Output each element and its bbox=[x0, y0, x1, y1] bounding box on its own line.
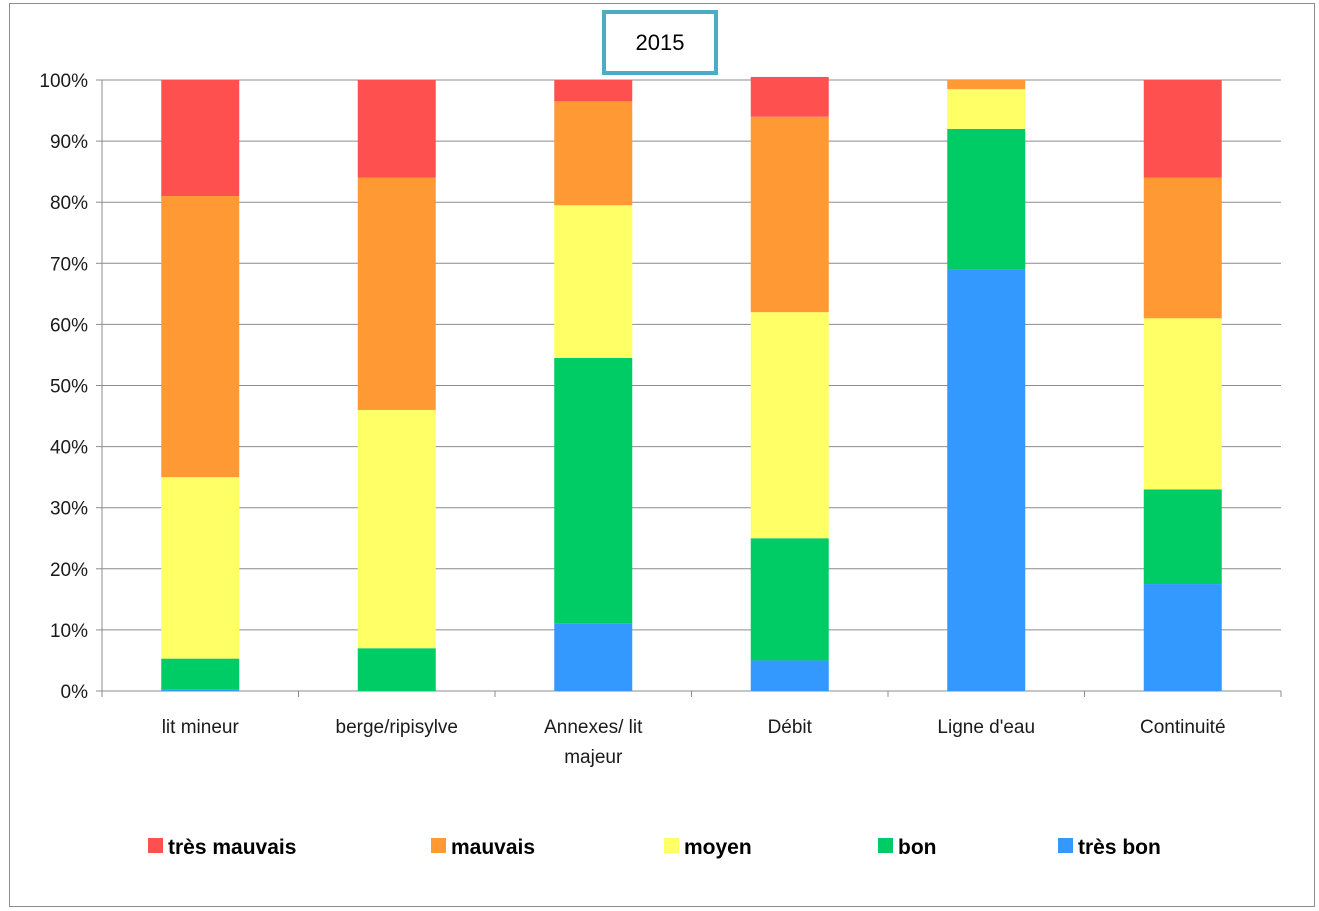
bar-segment bbox=[357, 80, 436, 178]
bar-segment bbox=[357, 177, 436, 410]
x-tick-label: lit mineur bbox=[162, 717, 240, 738]
bar-segment bbox=[750, 538, 829, 661]
bar-segment bbox=[161, 689, 240, 691]
bar-segment bbox=[947, 128, 1026, 270]
bar-segment bbox=[357, 409, 436, 649]
y-tick-label: 10% bbox=[50, 621, 88, 642]
bar-segment bbox=[161, 80, 240, 197]
legend-swatch bbox=[664, 838, 679, 853]
x-tick-label: Ligne d'eau bbox=[937, 717, 1035, 738]
bar-segment bbox=[554, 80, 633, 102]
y-tick-label: 80% bbox=[50, 193, 88, 214]
y-tick-label: 60% bbox=[50, 315, 88, 336]
bar-segment bbox=[750, 116, 829, 313]
bar-segment bbox=[357, 648, 436, 691]
bar-segment bbox=[750, 76, 829, 117]
legend-swatch bbox=[1058, 838, 1073, 853]
bar-segment bbox=[947, 89, 1026, 129]
bar-segment bbox=[947, 80, 1026, 90]
y-tick-label: 30% bbox=[50, 499, 88, 520]
y-tick-label: 20% bbox=[50, 560, 88, 581]
bar-segment bbox=[750, 660, 829, 691]
legend-label: très bon bbox=[1078, 836, 1161, 859]
bar-segment bbox=[1143, 318, 1222, 490]
bar-segment bbox=[161, 658, 240, 690]
y-tick-label: 50% bbox=[50, 377, 88, 398]
bar-segment bbox=[750, 312, 829, 539]
chart-title-box bbox=[602, 10, 718, 75]
bar-segment bbox=[947, 269, 1026, 691]
x-tick-label: Continuité bbox=[1140, 717, 1226, 738]
chart-title: 2015 bbox=[636, 30, 685, 55]
bar-segment bbox=[1143, 177, 1222, 319]
x-tick-label: Annexes/ lit bbox=[544, 717, 643, 738]
legend-swatch bbox=[878, 838, 893, 853]
y-tick-label: 40% bbox=[50, 438, 88, 459]
bar-segment bbox=[1143, 80, 1222, 178]
legend-label: moyen bbox=[684, 836, 752, 859]
x-tick-label: berge/ripisylve bbox=[336, 717, 459, 738]
bar-segment bbox=[554, 623, 633, 691]
y-tick-label: 100% bbox=[39, 71, 88, 92]
bar-segment bbox=[554, 101, 633, 206]
legend-label: mauvais bbox=[451, 836, 535, 859]
bar-segment bbox=[554, 358, 633, 624]
legend-swatch bbox=[431, 838, 446, 853]
legend-label: bon bbox=[898, 836, 936, 859]
bar-segment bbox=[1143, 489, 1222, 585]
y-tick-label: 90% bbox=[50, 132, 88, 153]
bar-segment bbox=[161, 196, 240, 478]
y-tick-label: 0% bbox=[61, 682, 89, 703]
legend-label: très mauvais bbox=[168, 836, 296, 859]
bar-segment bbox=[1143, 584, 1222, 691]
legend-swatch bbox=[148, 838, 163, 853]
x-tick-label: Débit bbox=[768, 717, 813, 738]
bar-segment bbox=[554, 205, 633, 359]
y-tick-label: 70% bbox=[50, 254, 88, 275]
bar-segment bbox=[161, 477, 240, 659]
x-tick-label: majeur bbox=[564, 747, 623, 768]
